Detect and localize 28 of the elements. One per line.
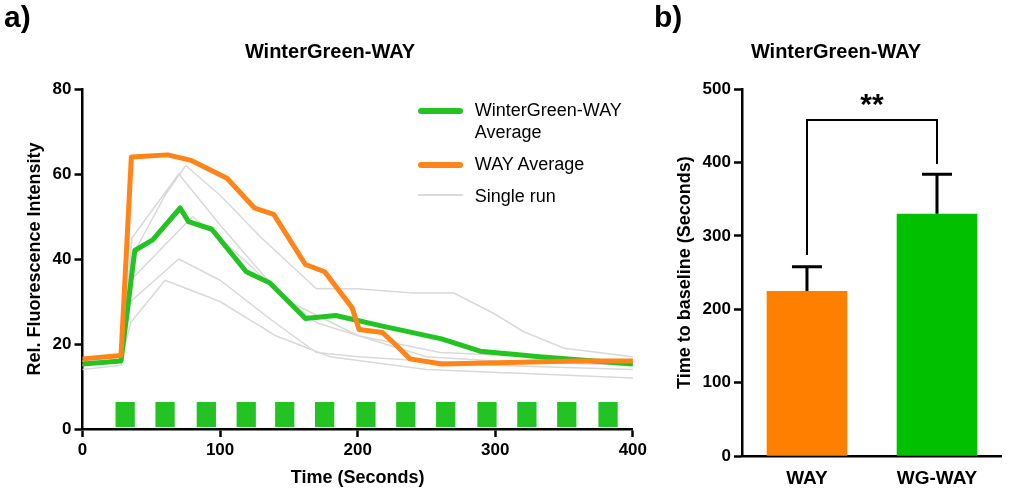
legend-label: WinterGreen-WAY Average [474,99,623,143]
legend-label: Single run [474,185,556,207]
x-tick-label: WG-WAY [896,466,978,488]
y-tick-label: 500 [702,78,731,98]
chart-title: WinterGreen-WAY [244,39,416,62]
y-axis-title: Rel. Fluorescence Intensity [23,142,44,376]
y-tick-label: 0 [62,418,72,438]
y-tick-label: 300 [702,225,731,245]
y-tick-label: 200 [702,299,731,319]
x-axis-title: Time (Seconds) [290,467,425,488]
y-axis-title: Time to baseline (Seconds) [673,156,694,389]
annotation: ** [860,87,884,121]
x-tick-label: 100 [205,439,235,459]
y-tick-label: 100 [702,372,731,392]
y-tick-label: 400 [702,152,731,172]
x-tick-label: WAY [786,466,829,488]
x-tick-label: 200 [343,439,372,459]
text: b) [654,0,683,34]
text: a) [4,0,31,34]
x-tick-label: 400 [618,439,648,459]
y-tick-label: 80 [52,78,72,98]
x-tick-label: 0 [77,439,88,459]
y-tick-label: 40 [52,248,72,268]
y-tick-label: 60 [52,163,72,183]
y-tick-label: 20 [52,333,72,353]
x-tick-label: 300 [481,439,510,459]
chart-title: WinterGreen-WAY [750,39,922,62]
legend-label: WAY Average [474,153,585,175]
